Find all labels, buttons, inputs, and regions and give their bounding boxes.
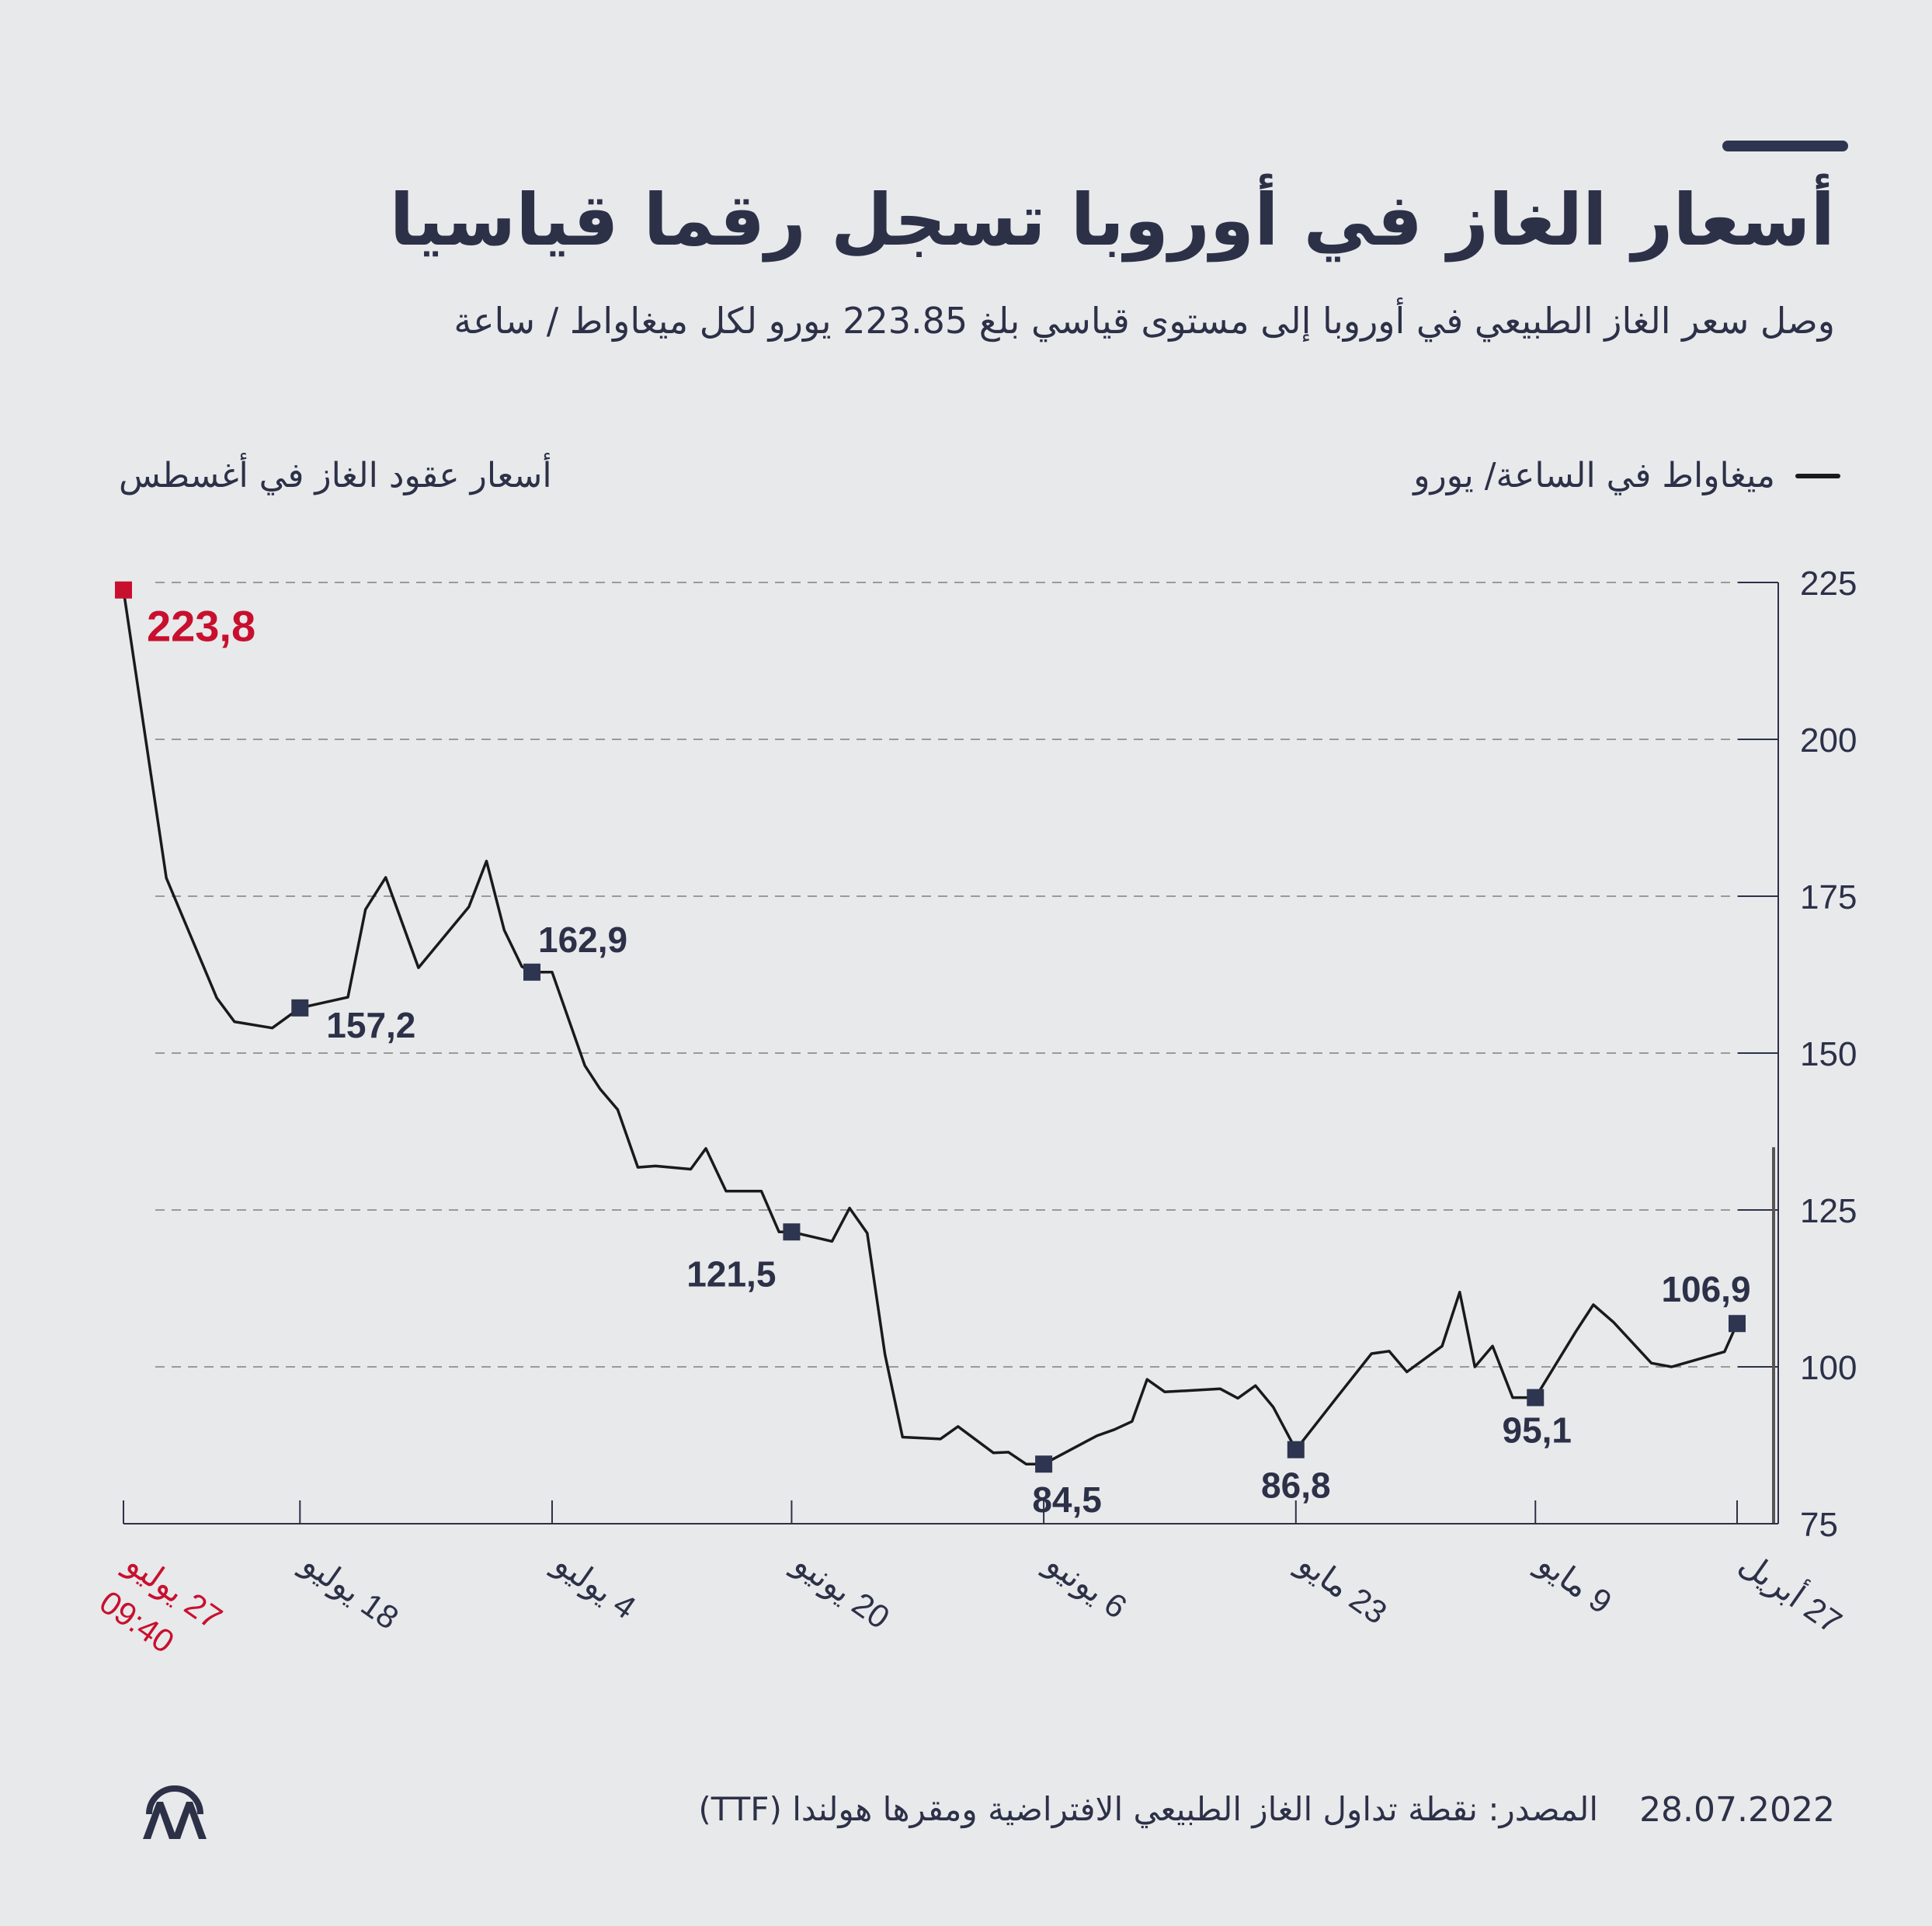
y-tick-label-200: 200 bbox=[1800, 721, 1857, 760]
accent-bar bbox=[1722, 141, 1848, 151]
y-tick-label-225: 225 bbox=[1800, 565, 1857, 603]
x-tick-label-2: 4 يوليو bbox=[547, 1544, 643, 1627]
data-marker-3 bbox=[783, 1223, 801, 1241]
data-label-4: 84,5 bbox=[1032, 1479, 1102, 1520]
aa-logo-icon bbox=[143, 1785, 207, 1839]
data-marker-1 bbox=[291, 999, 309, 1017]
y-tick-label-100: 100 bbox=[1800, 1349, 1857, 1387]
chart-legend: ميغاواط في الساعة/ يورو bbox=[1413, 456, 1840, 495]
y-tick-label-150: 150 bbox=[1800, 1035, 1857, 1073]
series-line bbox=[122, 589, 1739, 1465]
data-label-3: 121,5 bbox=[686, 1253, 776, 1294]
footer-source: المصدر: نقطة تداول الغاز الطبيعي الافترا… bbox=[698, 1790, 1598, 1828]
y-tick-label-175: 175 bbox=[1800, 878, 1857, 916]
page-subtitle: وصل سعر الغاز الطبيعي في أوروبا إلى مستو… bbox=[453, 300, 1835, 342]
data-label-2: 162,9 bbox=[538, 920, 627, 960]
legend-line-swatch bbox=[1795, 473, 1840, 478]
page-title: أسعار الغاز في أوروبا تسجل رقما قياسيا bbox=[389, 179, 1835, 262]
x-tick-label-3: 20 يونيو bbox=[786, 1544, 896, 1637]
footer-date: 28.07.2022 bbox=[1639, 1790, 1835, 1830]
x-tick-label-5: 23 مايو bbox=[1290, 1544, 1393, 1632]
data-marker-7 bbox=[1729, 1315, 1746, 1333]
data-marker-2 bbox=[523, 963, 540, 981]
x-tick-label-1: 18 يوليو bbox=[294, 1544, 405, 1637]
data-label-1: 157,2 bbox=[326, 1005, 415, 1045]
x-tick-label-6: 9 مايو bbox=[1530, 1544, 1618, 1622]
data-label-7: 106,9 bbox=[1661, 1269, 1750, 1309]
data-marker-4 bbox=[1035, 1455, 1053, 1473]
data-marker-5 bbox=[1287, 1441, 1305, 1458]
y-tick-label-125: 125 bbox=[1800, 1192, 1857, 1230]
chart-heading: أسعار عقود الغاز في أغسطس bbox=[119, 456, 552, 495]
x-tick-label-4: 6 يونيو bbox=[1038, 1544, 1134, 1626]
data-label-0: 223,8 bbox=[147, 602, 255, 651]
data-label-6: 95,1 bbox=[1502, 1410, 1572, 1451]
legend-label: ميغاواط في الساعة/ يورو bbox=[1413, 456, 1775, 495]
data-label-5: 86,8 bbox=[1261, 1465, 1331, 1506]
x-tick-label-7: 27 أبريل bbox=[1732, 1542, 1850, 1642]
data-marker-0 bbox=[115, 581, 132, 599]
y-tick-label-75: 75 bbox=[1800, 1506, 1838, 1544]
data-marker-6 bbox=[1527, 1389, 1545, 1406]
